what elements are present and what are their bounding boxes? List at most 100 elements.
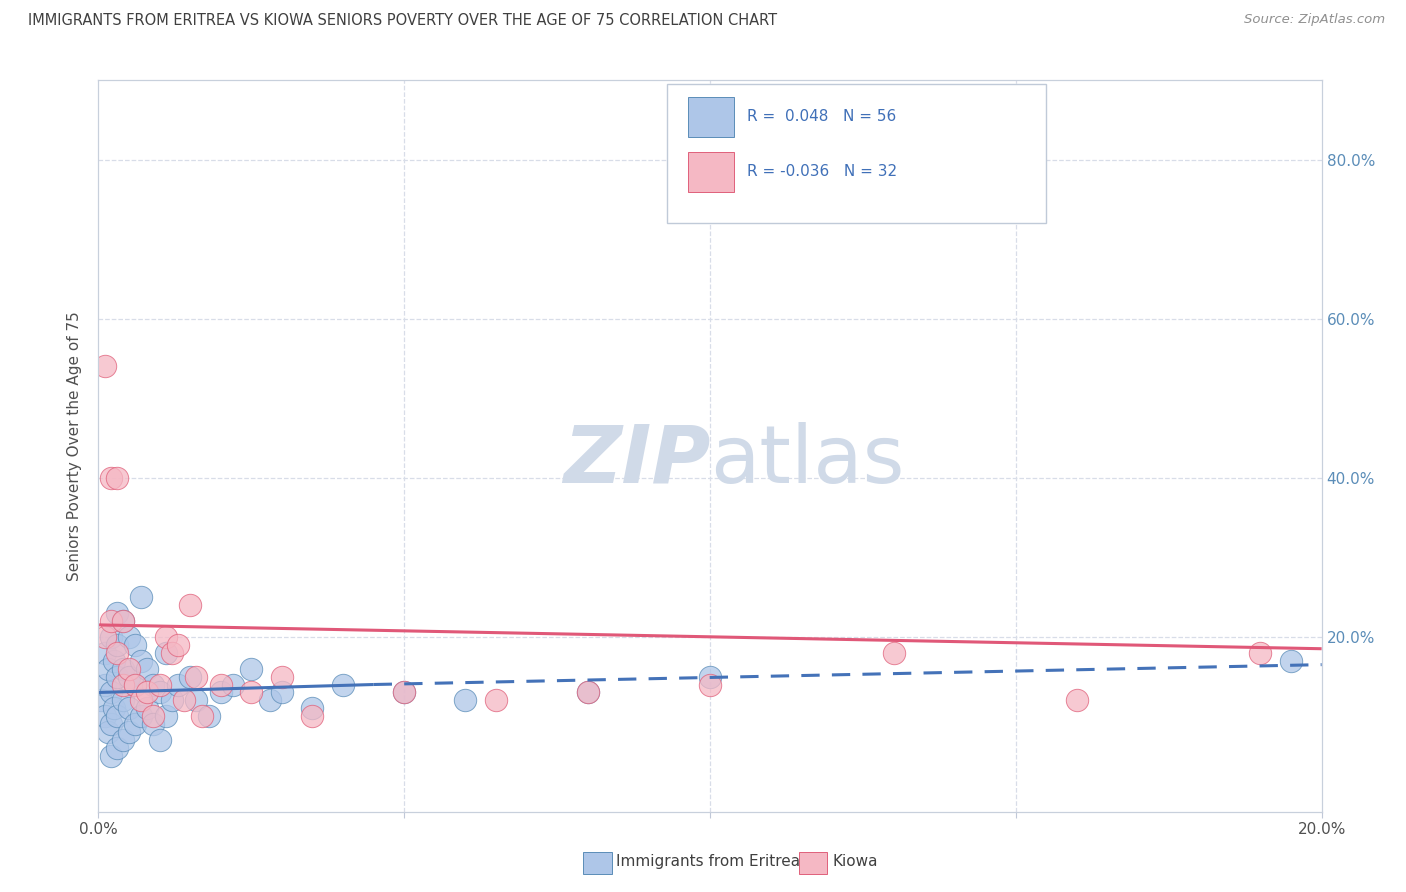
Point: [186, 693, 208, 707]
Point: [155, 630, 177, 644]
Point: [111, 693, 134, 707]
Point: [103, 701, 125, 715]
Point: [111, 677, 134, 691]
Point: [97, 662, 120, 676]
Point: [270, 685, 292, 699]
Point: [179, 669, 201, 683]
Point: [392, 685, 416, 699]
Point: [392, 685, 416, 699]
Point: [136, 662, 159, 676]
Point: [149, 685, 172, 699]
FancyBboxPatch shape: [688, 96, 734, 137]
Point: [240, 685, 263, 699]
Point: [93, 677, 115, 691]
Point: [699, 677, 721, 691]
Point: [149, 677, 172, 691]
Point: [90, 693, 112, 707]
Point: [100, 685, 122, 699]
Point: [576, 685, 599, 699]
Point: [97, 725, 120, 739]
Text: R = -0.036   N = 32: R = -0.036 N = 32: [747, 164, 897, 179]
Point: [118, 669, 141, 683]
Point: [160, 646, 183, 660]
Point: [454, 693, 477, 707]
Point: [100, 749, 122, 764]
Point: [93, 359, 115, 374]
Point: [118, 725, 141, 739]
Point: [1066, 693, 1088, 707]
Point: [105, 741, 128, 756]
Text: Kiowa: Kiowa: [832, 855, 877, 869]
Point: [222, 677, 245, 691]
Point: [699, 669, 721, 683]
Point: [149, 733, 172, 747]
Point: [105, 709, 128, 723]
Point: [301, 701, 323, 715]
Point: [124, 677, 146, 691]
Point: [100, 614, 122, 628]
Text: R =  0.048   N = 56: R = 0.048 N = 56: [747, 110, 896, 124]
Point: [136, 701, 159, 715]
Point: [240, 662, 263, 676]
Point: [111, 733, 134, 747]
Point: [129, 709, 152, 723]
Point: [136, 685, 159, 699]
Point: [301, 709, 323, 723]
Point: [179, 598, 201, 612]
Point: [485, 693, 508, 707]
Point: [129, 693, 152, 707]
Point: [100, 630, 122, 644]
FancyBboxPatch shape: [668, 84, 1046, 223]
Point: [259, 693, 281, 707]
Text: Source: ZipAtlas.com: Source: ZipAtlas.com: [1244, 13, 1385, 27]
Point: [105, 606, 128, 620]
Text: ZIP: ZIP: [562, 422, 710, 500]
Point: [142, 717, 165, 731]
Point: [105, 471, 128, 485]
Point: [1249, 646, 1271, 660]
Point: [173, 693, 195, 707]
Point: [124, 677, 146, 691]
Text: atlas: atlas: [710, 422, 904, 500]
Point: [167, 677, 190, 691]
Point: [1279, 654, 1302, 668]
Text: IMMIGRANTS FROM ERITREA VS KIOWA SENIORS POVERTY OVER THE AGE OF 75 CORRELATION : IMMIGRANTS FROM ERITREA VS KIOWA SENIORS…: [28, 13, 778, 29]
Point: [576, 685, 599, 699]
Point: [142, 709, 165, 723]
Point: [332, 677, 354, 691]
Y-axis label: Seniors Poverty Over the Age of 75: Seniors Poverty Over the Age of 75: [67, 311, 83, 581]
Point: [93, 646, 115, 660]
FancyBboxPatch shape: [688, 152, 734, 192]
Point: [111, 614, 134, 628]
Point: [105, 638, 128, 652]
Point: [118, 662, 141, 676]
Point: [191, 709, 214, 723]
Point: [124, 638, 146, 652]
Point: [142, 677, 165, 691]
Point: [155, 646, 177, 660]
Point: [209, 677, 232, 691]
Point: [129, 590, 152, 604]
Point: [100, 471, 122, 485]
Text: Immigrants from Eritrea: Immigrants from Eritrea: [616, 855, 800, 869]
Point: [124, 717, 146, 731]
Point: [118, 701, 141, 715]
Point: [186, 669, 208, 683]
Point: [197, 709, 219, 723]
Point: [93, 630, 115, 644]
Point: [111, 614, 134, 628]
Point: [155, 709, 177, 723]
Point: [160, 693, 183, 707]
Point: [118, 630, 141, 644]
Point: [209, 685, 232, 699]
Point: [129, 654, 152, 668]
Point: [270, 669, 292, 683]
Point: [103, 654, 125, 668]
Point: [93, 709, 115, 723]
Point: [105, 646, 128, 660]
Point: [883, 646, 905, 660]
Point: [111, 662, 134, 676]
Point: [167, 638, 190, 652]
Point: [100, 717, 122, 731]
Point: [105, 669, 128, 683]
